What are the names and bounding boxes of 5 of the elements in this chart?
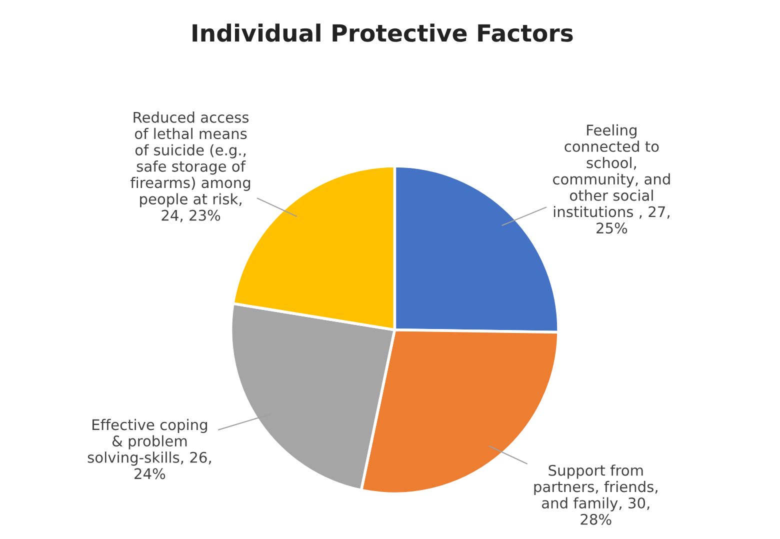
slice-label: Support from partners, friends, and family, 30, 28% (534, 464, 658, 525)
slice-label: Feeling connected to school, community, and other social institutions , 27, 25% (553, 124, 670, 234)
slice-label: Reduced access of lethal means of suicide (e.g., safe storage of firearms) among people at risk, 24, 23% (130, 112, 250, 222)
slice-label: Effective coping & problem solving-skills, 26, 24% (88, 418, 211, 480)
chart-title: Individual Protective Factors (192, 24, 573, 42)
